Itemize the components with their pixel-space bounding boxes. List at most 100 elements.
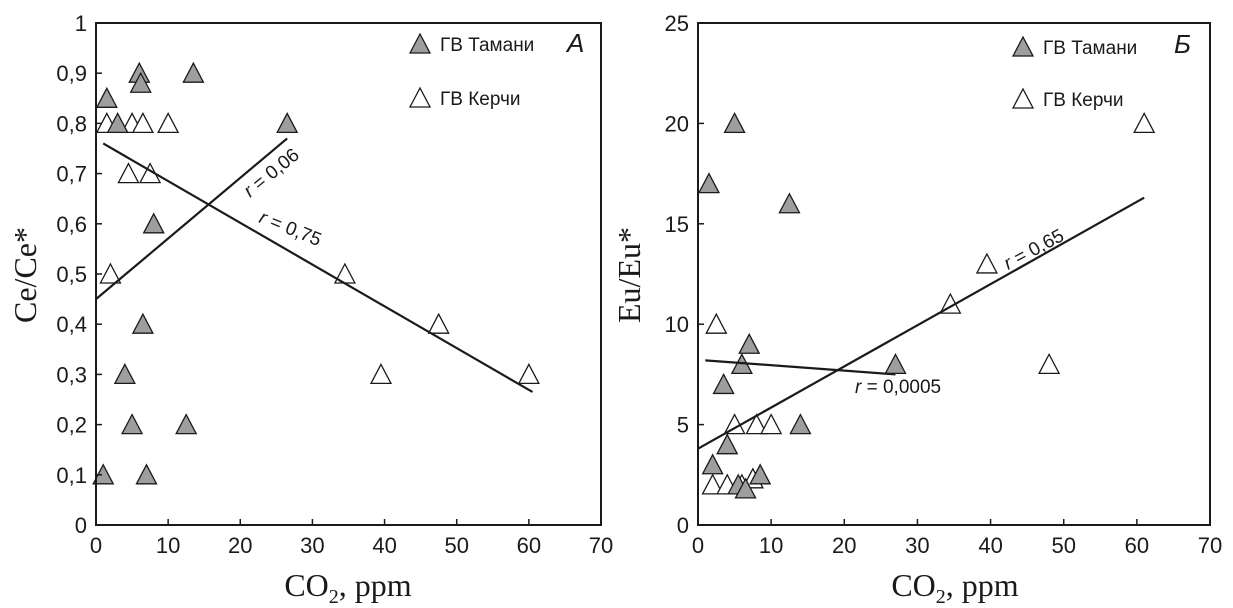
panel-b-x-tick-label: 20: [832, 533, 856, 558]
panel-b-x-tick-label: 50: [1051, 533, 1075, 558]
legend-open-triangle-icon: [1011, 87, 1035, 109]
panel-a-x-tick-label: 10: [156, 533, 180, 558]
panel-a-filled-triangle-point: [135, 463, 158, 485]
panel-a-fit-line-1: [95, 137, 288, 300]
panel-b-y-tick-label: 0: [677, 513, 689, 538]
panel-b-legend-label-taman: ГВ Тамани: [1043, 38, 1137, 59]
panel-b-legend-label-kerch: ГВ Керчи: [1043, 90, 1124, 111]
panel-b-filled-triangle-point: [738, 332, 761, 354]
panel-b-x-tick-label: 60: [1125, 533, 1149, 558]
panel-a-open-triangle-point: [517, 363, 540, 385]
panel-a-fit-lines: [95, 137, 534, 393]
panel-b-plot-frame: [697, 22, 1211, 526]
panel-a-y-tick-label: 0,4: [56, 312, 87, 337]
panel-a-y-tick-label: 0: [75, 513, 87, 538]
panel-a-open-triangle-point: [117, 162, 140, 184]
legend-filled-triangle-icon: [1011, 35, 1035, 57]
panel-b-x-tick-label: 0: [692, 533, 704, 558]
panel-a-letter: А: [565, 28, 584, 58]
panel-a-y-tick-label: 0,1: [56, 463, 87, 488]
panel-a-x-tick-label: 50: [444, 533, 468, 558]
panel-b-filled-triangle-point: [734, 477, 757, 499]
panel-a-y-axis: 0 0,1 0,2 0,3 0,4 0,5 0,6 0,7 0,8 0,9 1: [56, 11, 102, 538]
legend-filled-triangle-icon: [408, 32, 432, 54]
panel-a-legend: ГВ Тамани ГВ Керчи: [408, 32, 534, 110]
panel-a-filled-triangle-point: [276, 112, 299, 134]
panel-b-open-triangle-point: [1133, 112, 1156, 134]
panel-a-filled-triangle-point: [131, 312, 154, 334]
panel-b-x-tick-label: 10: [759, 533, 783, 558]
panel-b-letter: Б: [1174, 29, 1191, 59]
panel-a-filled-triangle-point: [95, 86, 118, 108]
panel-a-filled-triangle-point: [175, 413, 198, 435]
panel-a-open-triangle-point: [157, 112, 180, 134]
panel-b-open-triangle-point: [975, 252, 998, 274]
panel-b-y-tick-label: 10: [665, 312, 689, 337]
panel-a-filled-triangle-point: [120, 413, 144, 435]
panel-a-y-tick-label: 0,3: [56, 362, 87, 387]
panel-b-filled-triangle-point: [884, 352, 907, 375]
panel-b-x-axis: 0 10 20 30 40 50 60 70: [692, 519, 1222, 558]
panel-b-fit-lines: [697, 196, 1145, 450]
panel-a-y-tick-label: 0,6: [56, 212, 87, 237]
panel-a-open-triangle-point: [131, 112, 154, 134]
panel-a-chart: 0 10 20 30 40 50 60 70 0 0,1 0,2 0,3 0,4 0,5 0,6 0,7 0,…: [7, 11, 613, 608]
panel-b-legend: ГВ Тамани ГВ Керчи: [1011, 35, 1137, 111]
panel-b-open-triangle-point: [745, 413, 768, 435]
panel-a-marks: [92, 61, 540, 485]
panel-b-x-tick-label: 70: [1198, 533, 1222, 558]
panel-b-marks: [697, 112, 1156, 499]
panel-a-x-tick-label: 40: [372, 533, 396, 558]
panel-b-x-tick-label: 30: [905, 533, 929, 558]
panel-a-y-tick-label: 0,2: [56, 413, 87, 438]
panel-a-x-tick-label: 60: [517, 533, 541, 558]
panel-a-y-tick-label: 0,5: [56, 262, 87, 287]
panel-b-open-triangle-point: [701, 473, 724, 495]
panel-a-r-label-075: r = 0,75: [256, 207, 324, 251]
panel-a-x-tick-label: 70: [589, 533, 613, 558]
panel-a-legend-label-taman: ГВ Тамани: [440, 35, 534, 56]
panel-b-r-label-00005: r = 0,0005: [855, 377, 941, 398]
panel-b-r-label-065: r = 0,65: [1000, 225, 1067, 274]
panel-b-fit-line-0: [697, 196, 1145, 450]
panel-a-y-axis-title: Ce/Ce*: [7, 227, 43, 323]
panel-b-x-tick-label: 40: [978, 533, 1002, 558]
panel-a-legend-label-kerch: ГВ Керчи: [440, 89, 521, 110]
panel-b-open-triangle-point: [705, 312, 728, 334]
panel-b-y-tick-label: 5: [677, 413, 689, 438]
panel-b-y-axis: 0 5 10 15 20 25: [665, 11, 704, 538]
panel-a-fit-line-0: [102, 142, 534, 393]
panel-b-filled-triangle-point: [716, 433, 739, 455]
panel-a-filled-triangle-point: [129, 71, 152, 93]
panel-b-y-tick-label: 15: [665, 212, 689, 237]
panel-a-y-tick-label: 0,9: [56, 61, 87, 86]
panel-a-x-axis-title: CO2, ppm: [284, 567, 411, 608]
panel-b-y-tick-label: 25: [665, 11, 689, 36]
panel-b-fit-line-1: [705, 359, 896, 376]
legend-open-triangle-icon: [408, 86, 432, 108]
panel-a-y-tick-label: 0,8: [56, 111, 87, 136]
panel-b-filled-triangle-point: [789, 413, 812, 435]
panel-a-x-tick-label: 30: [300, 533, 324, 558]
panel-a-y-tick-label: 1: [75, 11, 87, 36]
panel-b-x-axis-title: CO2, ppm: [891, 567, 1018, 608]
panel-a-open-triangle-point: [99, 262, 122, 284]
panel-b-filled-triangle-point: [778, 192, 801, 214]
panel-b-open-triangle-point: [1038, 352, 1061, 375]
panel-a-filled-triangle-point: [113, 363, 136, 385]
panel-a-filled-triangle-point: [106, 112, 129, 134]
panel-b-chart: 0 10 20 30 40 50 60 70 0 5 10 15 20 25 CO2, ppm Eu/E…: [611, 11, 1222, 608]
panel-b-filled-triangle-point: [723, 112, 746, 134]
panel-b-filled-triangle-point: [697, 172, 721, 194]
panel-a-x-tick-label: 0: [90, 533, 102, 558]
panel-b-open-triangle-point: [760, 413, 783, 435]
panel-b-y-tick-label: 20: [665, 111, 689, 136]
panel-a-open-triangle-point: [427, 312, 450, 334]
panel-a-filled-triangle-point: [142, 212, 165, 234]
panel-a-r-label-006: r = 0,06: [240, 145, 304, 202]
panel-a-filled-triangle-point: [182, 61, 205, 83]
panel-a-open-triangle-point: [369, 363, 393, 385]
panel-b-y-axis-title: Eu/Eu*: [611, 227, 647, 323]
panel-a-x-axis: 0 10 20 30 40 50 60 70: [90, 519, 613, 558]
